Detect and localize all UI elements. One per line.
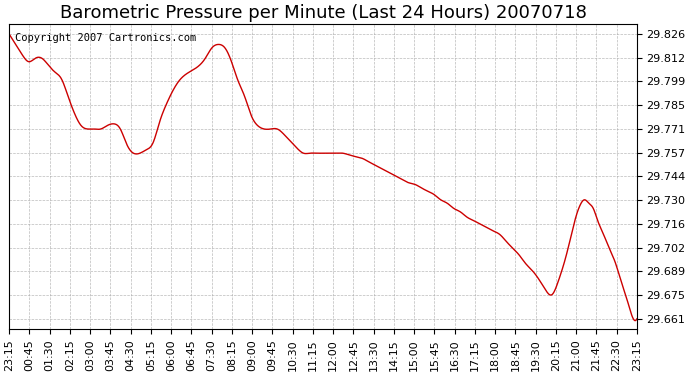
Text: Copyright 2007 Cartronics.com: Copyright 2007 Cartronics.com [15, 33, 197, 43]
Title: Barometric Pressure per Minute (Last 24 Hours) 20070718: Barometric Pressure per Minute (Last 24 … [59, 4, 586, 22]
